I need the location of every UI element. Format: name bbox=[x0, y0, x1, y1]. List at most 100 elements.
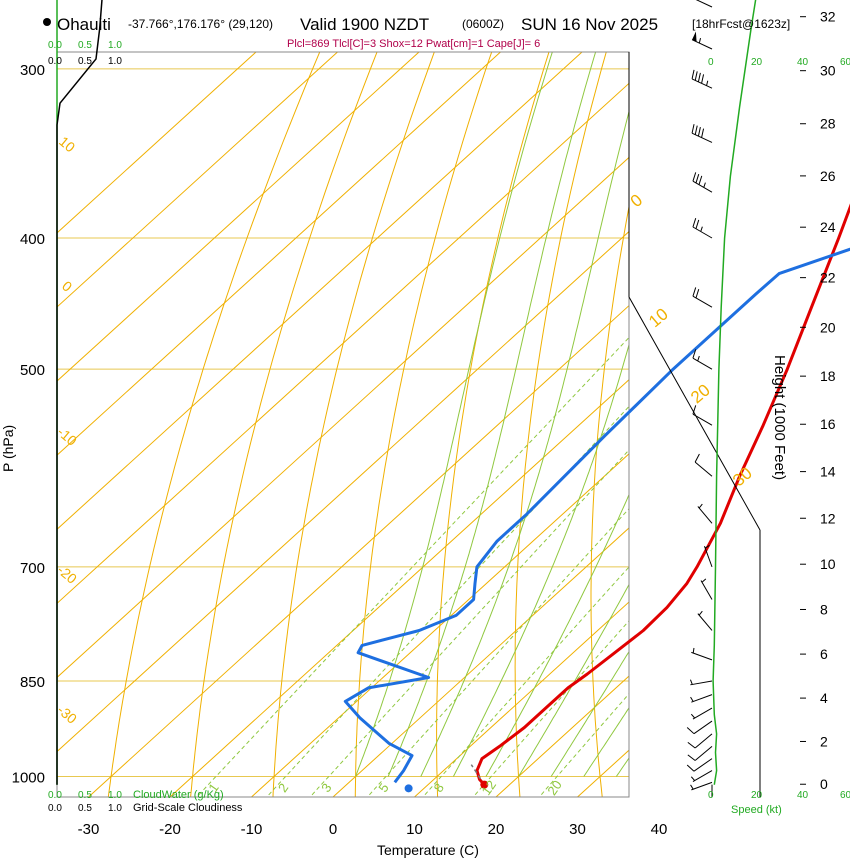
dry-adiabat-line bbox=[354, 52, 493, 797]
forecast-hour: [18hrFcst@1623z] bbox=[692, 17, 790, 31]
cloudiness-top-tick-0: 0.0 bbox=[48, 56, 62, 67]
wind-barb-half-feather bbox=[697, 355, 700, 362]
wind-barb-feather bbox=[691, 69, 695, 80]
wind-barb-staff bbox=[697, 613, 713, 631]
y-axis-label: P (hPa) bbox=[0, 425, 16, 472]
wind-barb bbox=[690, 694, 713, 703]
dry-adiabat-line bbox=[590, 204, 629, 797]
height-tick-28: 28 bbox=[820, 116, 836, 132]
temp-tick-0: 0 bbox=[329, 821, 337, 838]
dry-adiabat-line bbox=[190, 52, 378, 797]
wind-barb bbox=[690, 781, 713, 791]
dry-adiabat-line bbox=[107, 52, 321, 797]
wind-barb bbox=[692, 287, 713, 308]
wind-barb-staff bbox=[692, 357, 713, 370]
moist-adiabat-line bbox=[387, 52, 597, 777]
wind-barb-staff bbox=[693, 758, 713, 772]
valid-date: SUN 16 Nov 2025 bbox=[521, 15, 658, 34]
temp-tick-20: 20 bbox=[488, 821, 505, 838]
wind-barb-half-feather bbox=[690, 776, 696, 781]
speed-top-tick-0: 0 bbox=[708, 57, 714, 68]
cloudiness-profile bbox=[56, 0, 103, 785]
wind-barb-feather bbox=[692, 405, 697, 415]
mixing-ratio-label-20: 20 bbox=[544, 777, 565, 797]
wind-barb-feather bbox=[695, 219, 700, 229]
wind-barb-feather bbox=[686, 727, 695, 735]
moist-adiabat-line bbox=[420, 109, 629, 777]
isotherm-line bbox=[87, 304, 629, 797]
isotherm-line bbox=[57, 52, 257, 234]
isotherm-line bbox=[169, 379, 629, 797]
wind-barb-half-feather bbox=[701, 578, 707, 583]
adiabat-label-10: 10 bbox=[56, 133, 78, 155]
wind-barb-staff bbox=[692, 295, 713, 308]
isotherm-line bbox=[413, 601, 629, 797]
wind-barb-half-feather bbox=[690, 696, 694, 702]
wind-barb bbox=[689, 679, 713, 686]
wind-barb bbox=[697, 610, 713, 631]
mixing-ratio-line bbox=[266, 405, 629, 797]
height-tick-26: 26 bbox=[820, 168, 836, 184]
sounding-params: Plcl=869 Tlcl[C]=3 Shox=12 Pwat[cm]=1 Ca… bbox=[287, 38, 540, 50]
plot-frame bbox=[56, 51, 630, 798]
wind-barb-half-feather bbox=[690, 713, 696, 719]
wind-barb-staff bbox=[691, 78, 713, 89]
wind-barb-staff bbox=[691, 651, 713, 661]
cloudwater-bottom-tick-2: 1.0 bbox=[108, 790, 122, 801]
temp-tick-40: 40 bbox=[651, 821, 668, 838]
speed-top-tick-1: 20 bbox=[751, 57, 763, 68]
height-tick-2: 2 bbox=[820, 733, 828, 749]
height-tick-14: 14 bbox=[820, 464, 836, 480]
wind-barb-staff bbox=[693, 720, 713, 735]
speed-top-tick-3: 60 bbox=[840, 57, 850, 68]
surface-temp-marker bbox=[480, 780, 489, 789]
adiabat-label--10: -10 bbox=[54, 424, 80, 449]
wind-barb bbox=[687, 745, 713, 761]
wind-barb bbox=[692, 405, 713, 426]
wind-barb-feather bbox=[687, 754, 696, 761]
speed-bottom-tick-2: 40 bbox=[797, 790, 809, 801]
wind-barb-feather bbox=[691, 124, 695, 134]
temp-tick--10: -10 bbox=[241, 821, 263, 838]
cloudwater-bottom-tick-1: 0.5 bbox=[78, 790, 92, 801]
surface-dew-marker bbox=[404, 784, 413, 793]
wind-barb-staff bbox=[704, 546, 713, 568]
isotherm-line bbox=[495, 675, 629, 797]
wind-barb-feather bbox=[692, 172, 697, 182]
pressure-tick-850: 850 bbox=[20, 674, 45, 691]
wind-barb-staff bbox=[692, 413, 713, 426]
wind-barb-staff bbox=[692, 180, 713, 193]
cloudwater-top-tick-1: 0.5 bbox=[78, 40, 92, 51]
wind-barb bbox=[695, 0, 713, 8]
wind-barb-feather bbox=[694, 125, 698, 135]
dewpoint-profile bbox=[343, 247, 850, 784]
wind-barb-half-feather bbox=[704, 545, 710, 549]
mixing-ratio-label-12: 12 bbox=[478, 777, 499, 797]
pressure-tick-700: 700 bbox=[20, 560, 45, 577]
wind-barb-half-feather bbox=[698, 38, 702, 44]
isotherm-line bbox=[57, 156, 629, 679]
text-layer: 2503004005007008501000123581220-30-20-10… bbox=[12, 9, 836, 838]
grid-layer bbox=[57, 52, 629, 797]
cloudwater-bottom-tick-0: 0.0 bbox=[48, 790, 62, 801]
wind-barb bbox=[686, 758, 713, 772]
isotherm-line bbox=[57, 52, 502, 456]
isotherm-label-0: 0 bbox=[627, 190, 646, 211]
cloudiness-top-tick-1: 0.5 bbox=[78, 56, 92, 67]
isotherm-line bbox=[332, 527, 629, 797]
wind-barb-staff bbox=[700, 580, 713, 600]
wind-barb-staff bbox=[697, 506, 713, 524]
wind-barb-staff bbox=[691, 781, 713, 791]
height-tick-18: 18 bbox=[820, 368, 836, 384]
wind-barb bbox=[692, 172, 713, 193]
wind-barb-staff bbox=[694, 461, 713, 477]
height-tick-4: 4 bbox=[820, 690, 828, 706]
wind-barb-feather bbox=[697, 72, 701, 82]
wind-barb-feather bbox=[692, 349, 697, 359]
wind-barb-feather bbox=[694, 453, 700, 463]
wind-barb-half-feather bbox=[706, 80, 709, 86]
speed-bottom-tick-3: 60 bbox=[840, 790, 850, 801]
wind-barb bbox=[690, 707, 713, 720]
moist-adiabat-line bbox=[550, 650, 629, 777]
wind-barb-staff bbox=[692, 770, 713, 783]
